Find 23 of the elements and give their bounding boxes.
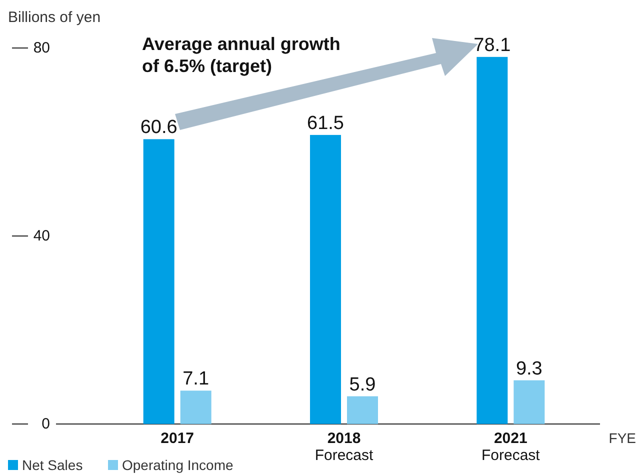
data-label: 61.5: [307, 112, 344, 134]
y-tick-label: 40: [33, 228, 50, 244]
data-label: 5.9: [349, 374, 376, 396]
x-axis-title: FYE: [608, 430, 636, 446]
y-axis-title: Billions of yen: [8, 9, 101, 26]
data-label: 7.1: [182, 368, 210, 390]
data-label: 9.3: [516, 358, 542, 380]
bar: [476, 56, 508, 424]
y-tick-label: 80: [33, 40, 50, 56]
bar: [143, 139, 174, 424]
legend-label: Operating Income: [122, 457, 234, 473]
bar: [180, 390, 212, 424]
legend-label: Net Sales: [22, 457, 83, 473]
x-tick-label: 2021 Forecast: [481, 430, 541, 464]
data-label: 78.1: [474, 34, 511, 56]
y-tick-label: 0: [42, 416, 50, 432]
bar: [347, 396, 378, 424]
x-tick-label: 2017: [160, 430, 194, 447]
data-label: 60.6: [140, 117, 178, 138]
x-tick-label: 2018 Forecast: [314, 430, 374, 464]
bar: [514, 380, 545, 424]
bar: [310, 134, 341, 424]
annotation: Average annual growth of 6.5% (target): [142, 34, 340, 76]
